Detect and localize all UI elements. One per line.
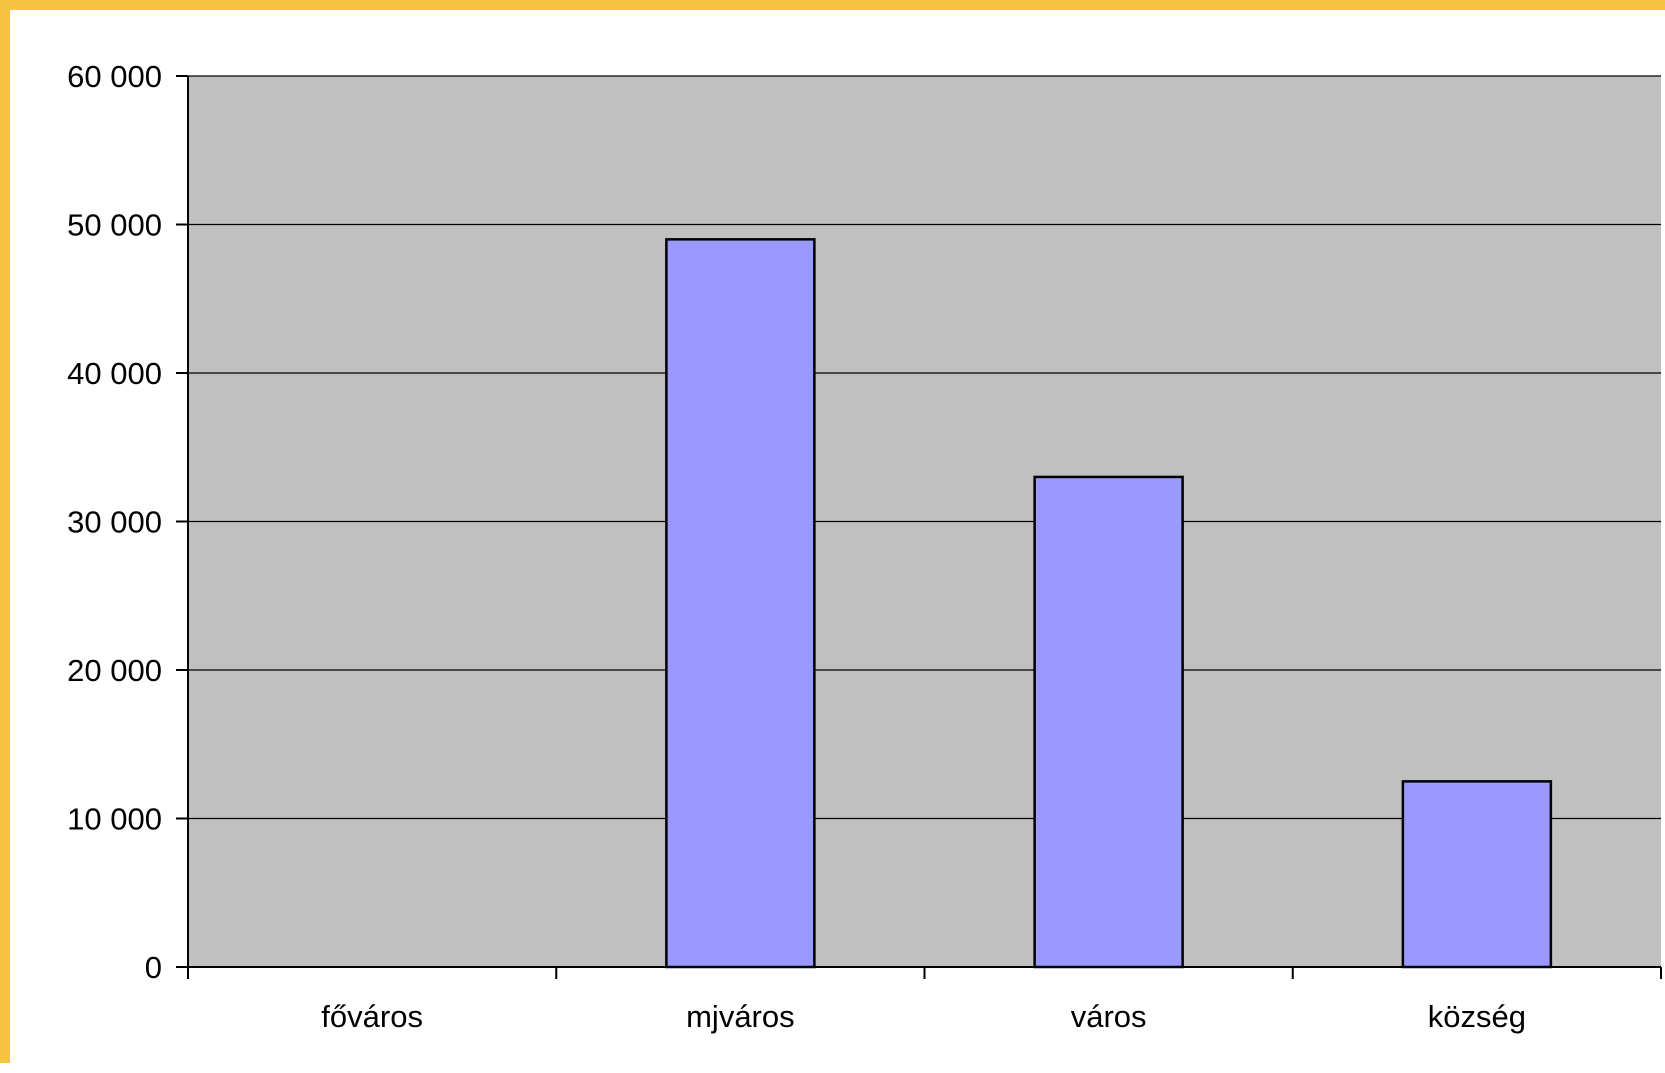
y-tick-label: 60 000	[67, 59, 162, 94]
x-tick-label: község	[1428, 999, 1526, 1034]
bar-4	[1401, 780, 1553, 969]
y-tick-label: 50 000	[67, 208, 162, 243]
x-tick-label: főváros	[321, 999, 423, 1034]
bars	[665, 238, 1553, 969]
x-tick-label: mjváros	[686, 999, 795, 1034]
x-tick-label: város	[1071, 999, 1147, 1034]
axes	[176, 75, 1662, 979]
y-tick-label: 0	[145, 950, 162, 985]
y-tick-label: 40 000	[67, 356, 162, 391]
x-axis-tick-labels: főváros mjváros város község	[321, 999, 1526, 1034]
bar-3	[1033, 475, 1184, 969]
bar-2	[665, 238, 816, 969]
y-tick-label: 20 000	[67, 653, 162, 688]
gridlines	[188, 75, 1661, 820]
bar-chart: 0 10 000 20 000 30 000 40 000 50 000 60 000 fő…	[67, 59, 1662, 1034]
y-axis-tick-labels: 0 10 000 20 000 30 000 40 000 50 000 60 000	[67, 59, 162, 985]
y-tick-label: 30 000	[67, 505, 162, 540]
y-tick-label: 10 000	[67, 802, 162, 837]
